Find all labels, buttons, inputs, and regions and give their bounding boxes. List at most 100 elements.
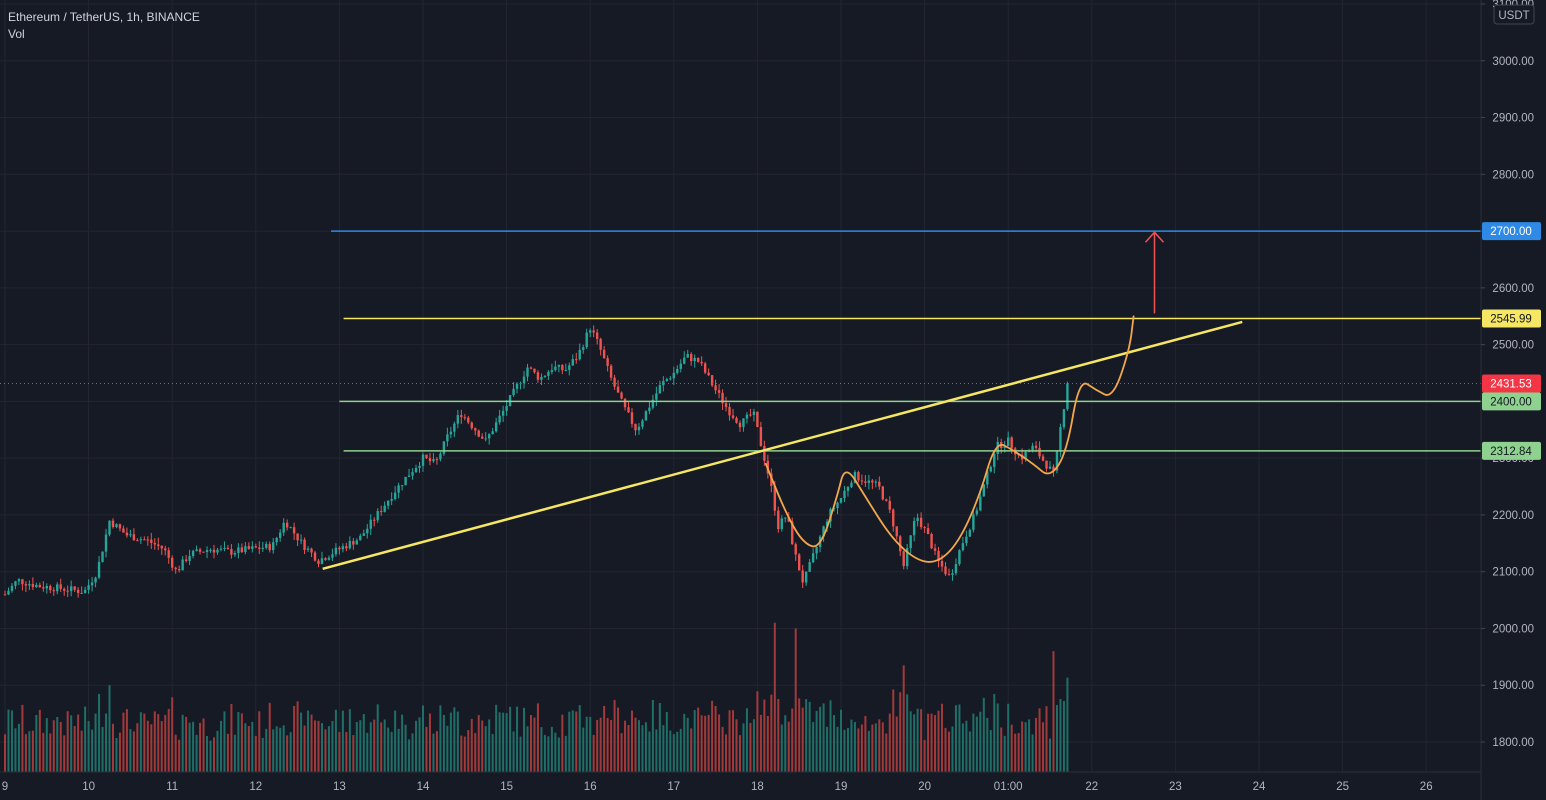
candle-body[interactable] (690, 353, 693, 362)
candle-body[interactable] (972, 514, 975, 530)
candle-body[interactable] (38, 584, 42, 588)
candle-body[interactable] (52, 590, 55, 592)
candle-body[interactable] (578, 349, 581, 360)
candle-body[interactable] (798, 554, 801, 571)
candle-body[interactable] (784, 517, 787, 519)
candle-body[interactable] (923, 527, 926, 529)
candle-body[interactable] (35, 584, 38, 587)
candle-body[interactable] (334, 547, 338, 555)
candle-body[interactable] (547, 371, 550, 376)
candle-body[interactable] (707, 372, 710, 376)
candle-body[interactable] (717, 390, 721, 393)
candle-body[interactable] (219, 548, 223, 550)
candle-body[interactable] (272, 542, 275, 551)
candle-body[interactable] (376, 511, 379, 521)
candle-body[interactable] (822, 526, 825, 537)
candle-body[interactable] (390, 498, 393, 501)
candle-body[interactable] (21, 579, 24, 585)
candle-body[interactable] (104, 534, 108, 552)
candle-body[interactable] (874, 481, 878, 483)
candle-body[interactable] (696, 357, 700, 362)
candle-body[interactable] (658, 385, 662, 394)
candle-body[interactable] (637, 426, 641, 431)
candle-body[interactable] (926, 528, 930, 535)
candle-body[interactable] (1045, 460, 1048, 469)
candle-body[interactable] (895, 526, 898, 537)
currency-badge[interactable]: USDT (1493, 4, 1535, 25)
candle-body[interactable] (261, 547, 264, 549)
candle-body[interactable] (24, 584, 28, 586)
candle-body[interactable] (226, 547, 230, 550)
candle-body[interactable] (94, 577, 97, 583)
candle-body[interactable] (289, 527, 292, 529)
candle-body[interactable] (355, 540, 359, 545)
candle-body[interactable] (198, 549, 202, 552)
candle-body[interactable] (724, 403, 728, 407)
candle-body[interactable] (1003, 446, 1006, 449)
candle-body[interactable] (317, 560, 320, 564)
time-axis[interactable]: 9 10 11 12 13 14 15 16 17 18 19 20 01:00 22 23 24 25 26 (2, 781, 1433, 793)
candle-body[interactable] (244, 546, 247, 553)
candle-body[interactable] (477, 430, 480, 437)
candle-body[interactable] (383, 505, 386, 512)
candle-body[interactable] (247, 546, 251, 549)
candle-body[interactable] (662, 381, 665, 386)
volume-indicator-label[interactable]: Vol (8, 27, 25, 41)
candle-body[interactable] (609, 365, 613, 378)
candle-body[interactable] (76, 589, 80, 593)
candle-body[interactable] (345, 546, 348, 549)
candle-body[interactable] (1041, 456, 1045, 461)
candle-body[interactable] (787, 517, 790, 522)
candle-body[interactable] (136, 540, 139, 542)
candle-body[interactable] (369, 519, 372, 529)
candle-body[interactable] (487, 434, 491, 439)
candle-body[interactable] (508, 395, 512, 406)
candle-body[interactable] (209, 549, 212, 551)
candle-body[interactable] (561, 364, 564, 371)
candle-body[interactable] (191, 550, 195, 557)
candle-body[interactable] (366, 528, 369, 534)
candle-body[interactable] (582, 347, 585, 350)
candle-body[interactable] (299, 539, 303, 541)
candle-body[interactable] (10, 585, 14, 591)
candle-body[interactable] (731, 415, 735, 418)
candle-body[interactable] (867, 480, 871, 483)
candle-body[interactable] (777, 510, 780, 530)
candle-body[interactable] (623, 398, 627, 408)
candle-body[interactable] (359, 535, 362, 541)
candle-body[interactable] (836, 502, 839, 509)
candle-body[interactable] (721, 392, 724, 404)
candle-body[interactable] (428, 458, 432, 462)
candle-body[interactable] (174, 567, 177, 570)
candle-body[interactable] (108, 520, 111, 535)
candle-body[interactable] (993, 453, 996, 467)
candle-body[interactable] (195, 549, 198, 551)
candle-body[interactable] (780, 518, 783, 530)
candle-body[interactable] (87, 585, 90, 590)
candle-body[interactable] (951, 573, 954, 575)
candle-body[interactable] (153, 542, 156, 545)
candle-body[interactable] (892, 509, 895, 527)
candle-body[interactable] (83, 589, 87, 594)
candle-body[interactable] (216, 549, 219, 553)
candle-body[interactable] (742, 418, 745, 428)
candle-body[interactable] (73, 586, 76, 590)
candle-body[interactable] (902, 551, 905, 567)
candle-body[interactable] (825, 521, 829, 527)
candle-body[interactable] (129, 534, 132, 536)
candle-body[interactable] (634, 423, 637, 431)
candle-body[interactable] (327, 557, 331, 560)
candle-body[interactable] (7, 590, 10, 595)
candle-body[interactable] (989, 466, 992, 472)
candle-body[interactable] (804, 571, 808, 583)
candle-body[interactable] (676, 368, 679, 373)
candle-body[interactable] (414, 467, 418, 473)
candle-body[interactable] (233, 553, 237, 555)
candle-body[interactable] (1048, 466, 1052, 469)
candle-body[interactable] (435, 459, 439, 461)
candle-body[interactable] (157, 544, 160, 546)
candle-body[interactable] (463, 417, 466, 419)
candle-body[interactable] (575, 359, 578, 361)
candle-body[interactable] (90, 582, 94, 586)
